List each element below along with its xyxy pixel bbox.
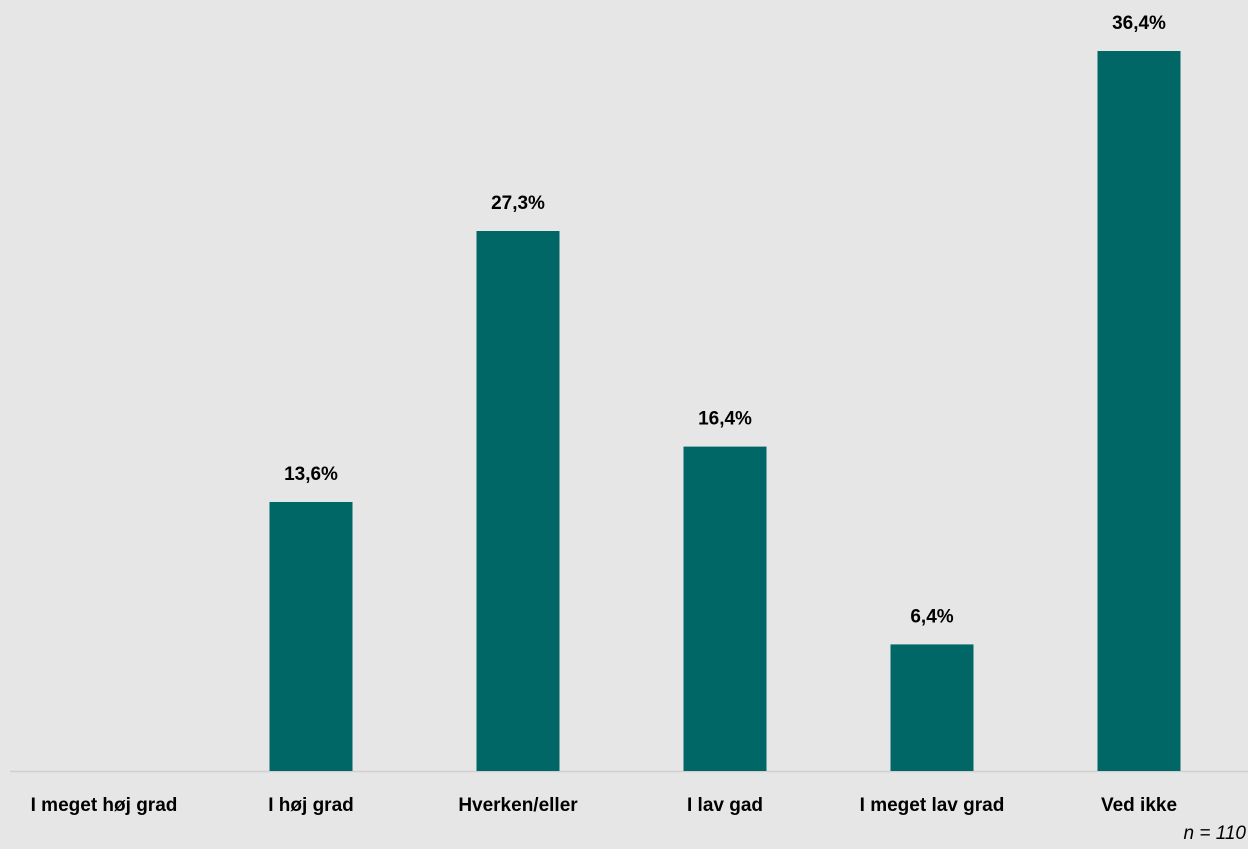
x-tick-label: I meget høj grad [31, 795, 178, 816]
data-label: 13,6% [284, 464, 338, 485]
x-tick-label: I meget lav grad [860, 795, 1005, 816]
data-label: 6,4% [910, 606, 953, 627]
sample-size-note: n = 110 [1183, 823, 1246, 844]
data-label: 36,4% [1112, 13, 1166, 34]
x-tick-label: Ved ikke [1101, 795, 1177, 816]
bar [476, 231, 560, 771]
bar [890, 644, 974, 771]
data-label: 16,4% [698, 409, 752, 430]
bar [269, 501, 353, 771]
bar [683, 446, 767, 771]
data-label: 27,3% [491, 193, 545, 214]
x-tick-label: I lav gad [687, 795, 763, 816]
bar [1097, 51, 1181, 771]
x-tick-label: Hverken/eller [458, 795, 578, 816]
x-tick-label: I høj grad [268, 795, 354, 816]
